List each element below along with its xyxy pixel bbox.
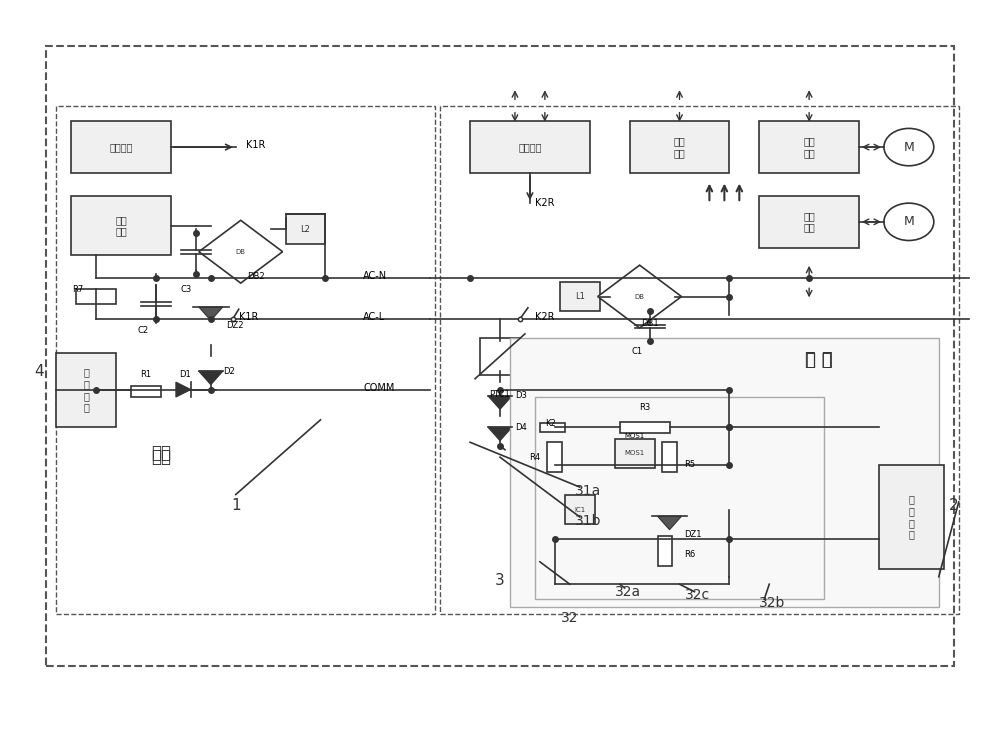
Text: K2R: K2R xyxy=(535,198,554,208)
Text: 32: 32 xyxy=(561,610,579,625)
Text: AC-L: AC-L xyxy=(363,312,386,322)
Text: 控制模块: 控制模块 xyxy=(518,142,542,152)
Text: 内机: 内机 xyxy=(151,448,171,466)
Text: 变频
模块: 变频 模块 xyxy=(803,211,815,232)
Text: DB1: DB1 xyxy=(641,319,658,328)
Bar xyxy=(131,386,161,397)
Text: 31b: 31b xyxy=(575,514,601,528)
Text: 4: 4 xyxy=(34,364,44,379)
Polygon shape xyxy=(488,427,512,441)
Text: D1: D1 xyxy=(179,370,191,379)
Text: R5: R5 xyxy=(684,460,696,470)
Text: 外 机: 外 机 xyxy=(806,351,832,369)
Text: C3: C3 xyxy=(181,285,192,294)
Bar xyxy=(470,121,590,173)
Bar xyxy=(76,289,116,304)
Text: DZ1: DZ1 xyxy=(684,530,702,538)
Bar xyxy=(56,352,116,428)
Polygon shape xyxy=(199,220,283,283)
Bar xyxy=(535,398,824,599)
Text: D2: D2 xyxy=(223,367,235,376)
Polygon shape xyxy=(598,266,681,328)
Text: 3: 3 xyxy=(495,573,505,588)
Text: 电源
模块: 电源 模块 xyxy=(674,136,685,158)
Text: K2R: K2R xyxy=(535,312,554,322)
Text: R6: R6 xyxy=(684,550,696,559)
Polygon shape xyxy=(199,307,223,320)
Bar xyxy=(759,121,859,173)
Text: C1: C1 xyxy=(631,346,643,355)
Text: D3: D3 xyxy=(515,392,527,400)
Polygon shape xyxy=(176,382,191,397)
Text: DB: DB xyxy=(635,293,645,299)
Text: 32a: 32a xyxy=(615,585,641,598)
Circle shape xyxy=(884,203,934,241)
Text: DB2: DB2 xyxy=(247,272,264,281)
Text: K1R: K1R xyxy=(239,312,258,322)
Text: 内机: 内机 xyxy=(151,445,171,463)
Bar xyxy=(480,338,520,375)
Text: D4: D4 xyxy=(515,423,527,432)
Text: MOS1: MOS1 xyxy=(624,451,645,457)
Text: COMM: COMM xyxy=(363,382,395,393)
Text: 电源
模块: 电源 模块 xyxy=(115,214,127,236)
Bar xyxy=(286,214,325,244)
Bar xyxy=(615,439,655,469)
Text: R3: R3 xyxy=(639,404,650,412)
Circle shape xyxy=(884,128,934,166)
Text: 1: 1 xyxy=(231,498,241,513)
Bar xyxy=(46,46,954,667)
Text: L2: L2 xyxy=(301,225,310,234)
Bar xyxy=(560,281,600,311)
Polygon shape xyxy=(199,371,223,385)
Bar xyxy=(547,442,562,472)
Bar xyxy=(71,121,171,173)
Text: DB: DB xyxy=(236,249,246,255)
Bar xyxy=(565,494,595,524)
Bar xyxy=(440,106,959,614)
Bar xyxy=(759,196,859,248)
Text: R7: R7 xyxy=(72,284,83,293)
Text: 外 机: 外 机 xyxy=(805,351,833,369)
Text: DZ2: DZ2 xyxy=(226,321,243,330)
Bar xyxy=(540,423,565,432)
Text: 变频
模块: 变频 模块 xyxy=(803,136,815,158)
Bar xyxy=(662,442,677,472)
Text: L1: L1 xyxy=(575,292,585,301)
Bar xyxy=(56,106,435,614)
Bar xyxy=(879,465,944,569)
Text: 通
讯
电
路: 通 讯 电 路 xyxy=(908,494,914,539)
Text: K1R: K1R xyxy=(246,140,265,150)
Text: 2: 2 xyxy=(949,498,959,513)
Polygon shape xyxy=(658,516,681,530)
Text: IC1: IC1 xyxy=(574,506,585,512)
Text: R4: R4 xyxy=(529,453,540,462)
Text: 32b: 32b xyxy=(759,596,786,610)
Text: K2: K2 xyxy=(545,419,556,428)
Text: AC-N: AC-N xyxy=(363,271,388,280)
Bar xyxy=(510,338,939,607)
Text: 31a: 31a xyxy=(575,484,601,498)
Text: R1: R1 xyxy=(140,370,152,379)
Bar xyxy=(630,121,729,173)
Bar xyxy=(658,536,672,566)
Text: MOS1: MOS1 xyxy=(624,433,645,439)
Text: 通
讯
电
路: 通 讯 电 路 xyxy=(83,368,89,413)
Bar xyxy=(71,196,171,256)
Text: PTC1: PTC1 xyxy=(490,390,510,399)
Text: C2: C2 xyxy=(138,326,149,335)
Text: M: M xyxy=(903,215,914,228)
Polygon shape xyxy=(488,396,512,410)
Bar xyxy=(620,422,670,433)
Text: 32c: 32c xyxy=(684,589,710,602)
Text: M: M xyxy=(903,140,914,154)
Text: 控制模块: 控制模块 xyxy=(109,142,133,152)
